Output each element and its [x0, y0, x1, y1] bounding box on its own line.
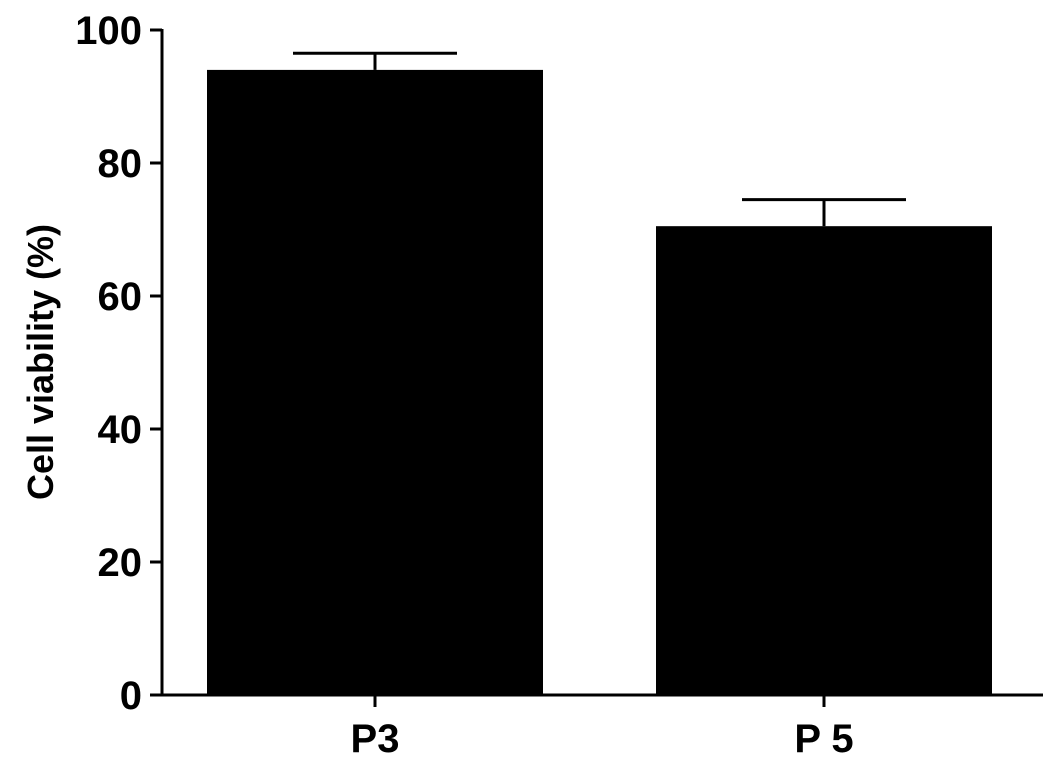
axes — [160, 29, 1043, 697]
y-tick-label: 40 — [98, 408, 143, 452]
y-tick-label: 100 — [75, 9, 142, 53]
y-tick-label: 20 — [98, 541, 143, 585]
x-category-label: P 5 — [794, 717, 853, 761]
y-tick-label: 0 — [120, 674, 142, 718]
bar-p5 — [656, 226, 992, 696]
y-tick-label: 60 — [98, 275, 143, 319]
x-axis-labels: P3 P 5 — [351, 695, 854, 761]
error-bars — [293, 51, 906, 227]
bars — [207, 69, 992, 696]
y-tick-label: 80 — [98, 142, 143, 186]
bar-p3 — [207, 69, 543, 695]
y-axis-title-group: Cell viability (%) — [20, 224, 61, 500]
x-category-label: P3 — [351, 717, 400, 761]
y-axis-title: Cell viability (%) — [20, 224, 61, 500]
y-axis-ticks: 0 20 40 60 80 100 — [75, 9, 162, 718]
